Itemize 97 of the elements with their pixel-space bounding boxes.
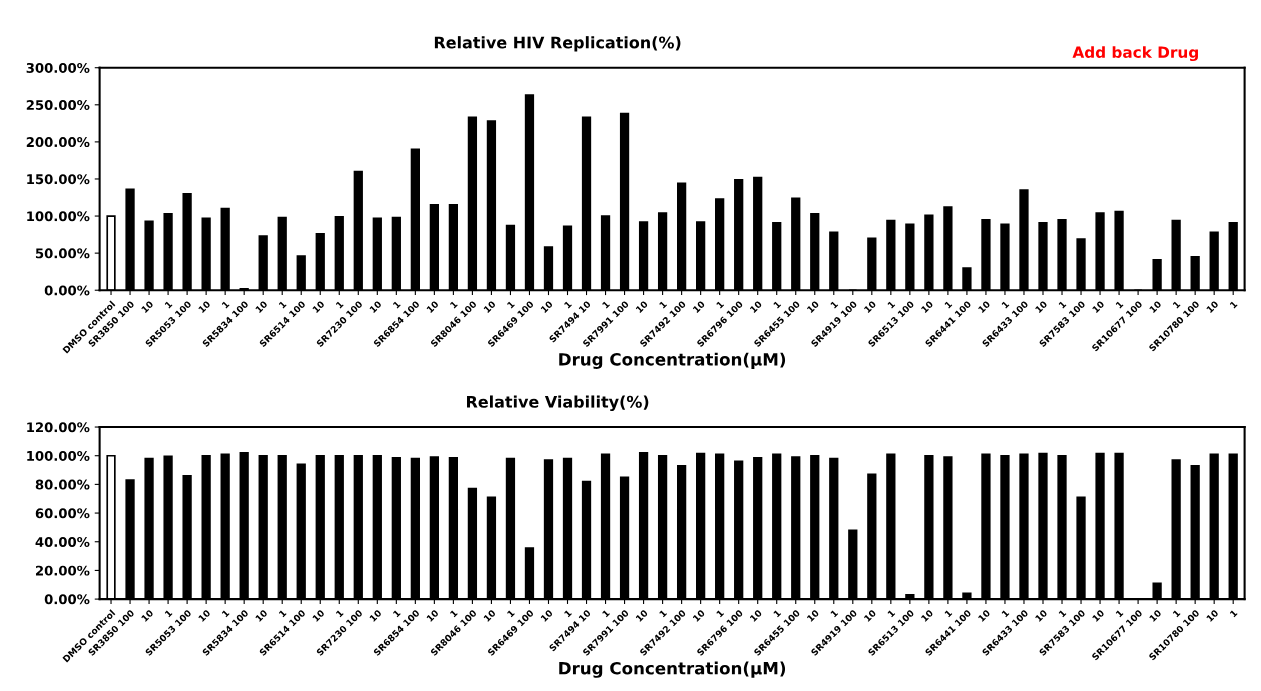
x-tick-label: 1 bbox=[335, 609, 344, 618]
x-tick-label: 1 bbox=[506, 300, 515, 309]
x-tick-label: 1 bbox=[944, 609, 953, 618]
x-tick-label: 1 bbox=[887, 300, 896, 309]
x-tick-label: 10 bbox=[483, 609, 497, 622]
x-tick-label: 1 bbox=[1058, 609, 1067, 618]
x-tick-label: 1 bbox=[659, 300, 668, 309]
x-tick-label: 10 bbox=[1034, 300, 1048, 314]
chart-title: Relative HIV Replication(%) bbox=[434, 36, 681, 52]
text: Add back Drug bbox=[1072, 46, 1198, 62]
x-tick-label: 10 bbox=[635, 609, 649, 622]
x-tick-label: 10 bbox=[540, 609, 554, 622]
x-tick-label: 1 bbox=[164, 300, 173, 309]
x-tick-label: 1 bbox=[602, 300, 610, 309]
x-tick-label: 10 bbox=[312, 609, 325, 622]
x-tick-label: 1 bbox=[830, 300, 839, 309]
y-tick-label: 300.00% bbox=[26, 62, 90, 73]
x-axis-title: Drug Concentration(µM) bbox=[559, 661, 786, 678]
y-tick-label: 100.00% bbox=[27, 450, 90, 461]
x-tick-label: 1 bbox=[392, 609, 401, 618]
y-tick-label: 20.00% bbox=[35, 565, 90, 576]
x-tick-label: 1 bbox=[506, 609, 515, 618]
x-tick-label: 10 bbox=[198, 300, 211, 314]
x-tick-label: 10 bbox=[369, 609, 382, 622]
x-tick-label: 1 bbox=[164, 609, 173, 618]
x-tick-label: 1 bbox=[1172, 300, 1181, 309]
x-tick-label: 1 bbox=[602, 609, 610, 618]
x-tick-label: 1 bbox=[1115, 300, 1124, 309]
x-tick-label: 1 bbox=[1001, 609, 1010, 618]
x-tick-label: 10 bbox=[1092, 609, 1105, 622]
x-tick-label: 10 bbox=[977, 300, 991, 314]
x-tick-label: 10 bbox=[920, 609, 934, 622]
x-tick-label: 10 bbox=[1206, 300, 1219, 314]
y-tick-label: 60.00% bbox=[35, 508, 90, 519]
x-tick-label: 1 bbox=[773, 609, 782, 618]
x-tick-label: 10 bbox=[426, 609, 439, 622]
x-tick-label: 1 bbox=[716, 300, 725, 309]
x-tick-label: 1 bbox=[1001, 300, 1010, 309]
x-tick-label: 1 bbox=[278, 609, 287, 618]
x-tick-label: 10 bbox=[141, 609, 154, 622]
x-tick-label: 10 bbox=[863, 609, 877, 622]
x-tick-label: 10 bbox=[540, 300, 554, 314]
y-tick-label: 250.00% bbox=[26, 100, 90, 110]
x-tick-label: 1 bbox=[221, 300, 230, 309]
x-tick-label: 1 bbox=[773, 300, 782, 309]
y-tick-label: 120.00% bbox=[27, 422, 90, 433]
y-tick-label: 150.00% bbox=[27, 174, 90, 185]
x-tick-label: 10 bbox=[141, 300, 154, 314]
x-tick-label: 1 bbox=[449, 300, 458, 309]
x-tick-label: 1 bbox=[830, 609, 839, 618]
x-tick-label: 1 bbox=[1058, 300, 1067, 309]
x-tick-label: 10 bbox=[863, 300, 877, 314]
x-tick-label: 1 bbox=[716, 609, 725, 618]
x-tick-label: 10 bbox=[806, 300, 820, 314]
x-tick-label: 1 bbox=[221, 609, 230, 618]
x-tick-label: 10 bbox=[255, 300, 268, 314]
x-tick-label: 10 bbox=[977, 609, 991, 622]
x-tick-label: 10 bbox=[1149, 609, 1162, 622]
chart-title: Relative Viability(%) bbox=[467, 395, 649, 412]
y-tick-label: 0.00% bbox=[44, 285, 90, 296]
y-tick-label: 100.00% bbox=[27, 211, 90, 222]
y-tick-label: 50.00% bbox=[35, 248, 90, 259]
x-tick-label: 1 bbox=[335, 300, 344, 309]
x-tick-label: 10 bbox=[483, 300, 497, 314]
x-tick-label: 10 bbox=[692, 609, 706, 622]
x-tick-label: 10 bbox=[369, 300, 382, 314]
x-tick-label: 10 bbox=[1034, 609, 1048, 622]
x-tick-label: 10 bbox=[1206, 609, 1219, 622]
x-tick-label: 10 bbox=[692, 300, 706, 314]
x-tick-label: 10 bbox=[426, 300, 439, 314]
x-tick-label: 10 bbox=[920, 300, 934, 314]
y-tick-label: 80.00% bbox=[35, 479, 90, 490]
x-tick-label: 10 bbox=[312, 300, 325, 314]
x-tick-label: 10 bbox=[635, 300, 649, 314]
x-tick-label: 1 bbox=[563, 300, 572, 309]
x-tick-label: 1 bbox=[944, 300, 953, 309]
y-tick-label: 0.00% bbox=[44, 594, 90, 605]
x-tick-label: 1 bbox=[1229, 609, 1238, 618]
x-tick-label: 1 bbox=[1115, 609, 1124, 618]
x-tick-label: 1 bbox=[1229, 300, 1238, 309]
x-axis-title: Drug Concentration(µM) bbox=[559, 352, 786, 369]
y-tick-label: 40.00% bbox=[35, 536, 90, 547]
x-tick-label: 10 bbox=[749, 300, 763, 314]
x-tick-label: 10 bbox=[198, 609, 211, 622]
x-tick-label: 10 bbox=[749, 609, 763, 622]
x-tick-label: 1 bbox=[659, 609, 668, 618]
y-tick-label: 200.00% bbox=[26, 137, 90, 148]
x-tick-label: 1 bbox=[1172, 609, 1181, 618]
x-tick-label: 1 bbox=[563, 609, 572, 618]
x-tick-label: 10 bbox=[806, 609, 820, 622]
x-tick-label: 10 bbox=[1092, 300, 1105, 314]
x-tick-label: 1 bbox=[449, 609, 458, 618]
x-tick-label: 1 bbox=[887, 609, 896, 618]
x-tick-label: 10 bbox=[1149, 300, 1162, 314]
x-tick-label: 10 bbox=[255, 609, 268, 622]
x-tick-label: 1 bbox=[278, 300, 287, 309]
x-tick-label: 1 bbox=[392, 300, 401, 309]
